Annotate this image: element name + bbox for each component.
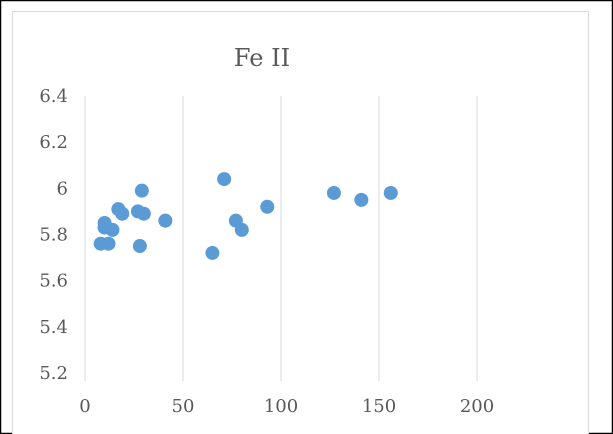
y-tick-label: 6.2 bbox=[39, 132, 68, 153]
data-point bbox=[134, 183, 149, 198]
data-point bbox=[132, 239, 147, 254]
y-tick-label: 6.4 bbox=[39, 86, 68, 107]
data-point bbox=[105, 222, 120, 237]
x-tick-label: 50 bbox=[172, 396, 195, 417]
data-point bbox=[158, 213, 173, 228]
data-point bbox=[101, 236, 116, 251]
y-tick-label: 5.6 bbox=[39, 271, 68, 292]
data-point bbox=[115, 206, 130, 221]
data-point bbox=[136, 206, 151, 221]
y-tick-label: 5.4 bbox=[39, 317, 68, 338]
x-tick-label: 0 bbox=[79, 396, 90, 417]
data-point bbox=[205, 245, 220, 260]
data-points bbox=[93, 172, 398, 260]
data-point bbox=[326, 185, 341, 200]
grid-lines bbox=[84, 96, 478, 381]
x-tick-label: 150 bbox=[362, 396, 396, 417]
chart-title: Fe II bbox=[234, 44, 290, 72]
x-tick-label: 200 bbox=[460, 396, 494, 417]
data-point bbox=[383, 185, 398, 200]
data-point bbox=[234, 222, 249, 237]
x-axis-ticks: 0 50 100 150 200 bbox=[79, 396, 494, 417]
y-axis-ticks: 5.2 5.4 5.6 5.8 6 6.2 6.4 bbox=[39, 86, 68, 384]
y-tick-label: 5.2 bbox=[39, 363, 68, 384]
data-point bbox=[354, 192, 369, 207]
data-point bbox=[260, 199, 275, 214]
x-tick-label: 100 bbox=[264, 396, 298, 417]
y-tick-label: 6 bbox=[57, 178, 68, 199]
data-point bbox=[217, 172, 232, 187]
y-tick-label: 5.8 bbox=[39, 225, 68, 246]
